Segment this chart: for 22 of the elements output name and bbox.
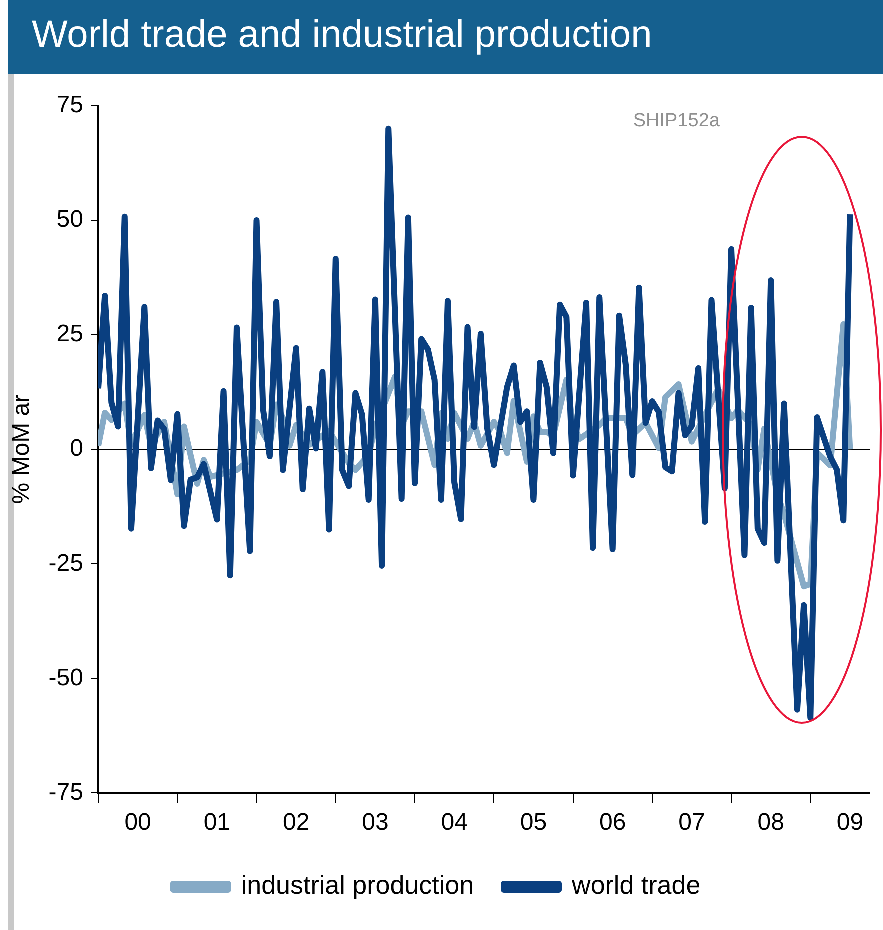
y-tick-label: 50 (56, 206, 84, 234)
x-tick-label: 04 (441, 809, 468, 836)
x-tick-label: 00 (124, 809, 152, 836)
x-tick-label: 09 (836, 809, 864, 836)
x-tick-label: 08 (758, 809, 784, 836)
x-tick-label: 07 (678, 809, 706, 836)
y-tick-label: -25 (48, 550, 84, 577)
x-tick-label: 02 (282, 809, 310, 836)
x-tick-label: 05 (520, 809, 548, 836)
x-tick-label: 03 (362, 809, 389, 836)
legend-label: world trade (571, 870, 701, 900)
y-tick-label: -50 (48, 664, 84, 692)
x-tick-label: 06 (599, 809, 626, 836)
y-tick-label: 75 (56, 92, 84, 119)
y-axis-title: % MoM ar (8, 394, 36, 504)
chart-title: World trade and industrial production (8, 0, 883, 74)
legend-label: industrial production (241, 870, 474, 900)
y-tick-label: -75 (48, 778, 84, 806)
y-tick-label: 25 (56, 320, 84, 348)
x-tick-label: 01 (204, 809, 231, 836)
annotation: SHIP152a (633, 110, 720, 132)
y-tick-label: 0 (70, 435, 84, 462)
